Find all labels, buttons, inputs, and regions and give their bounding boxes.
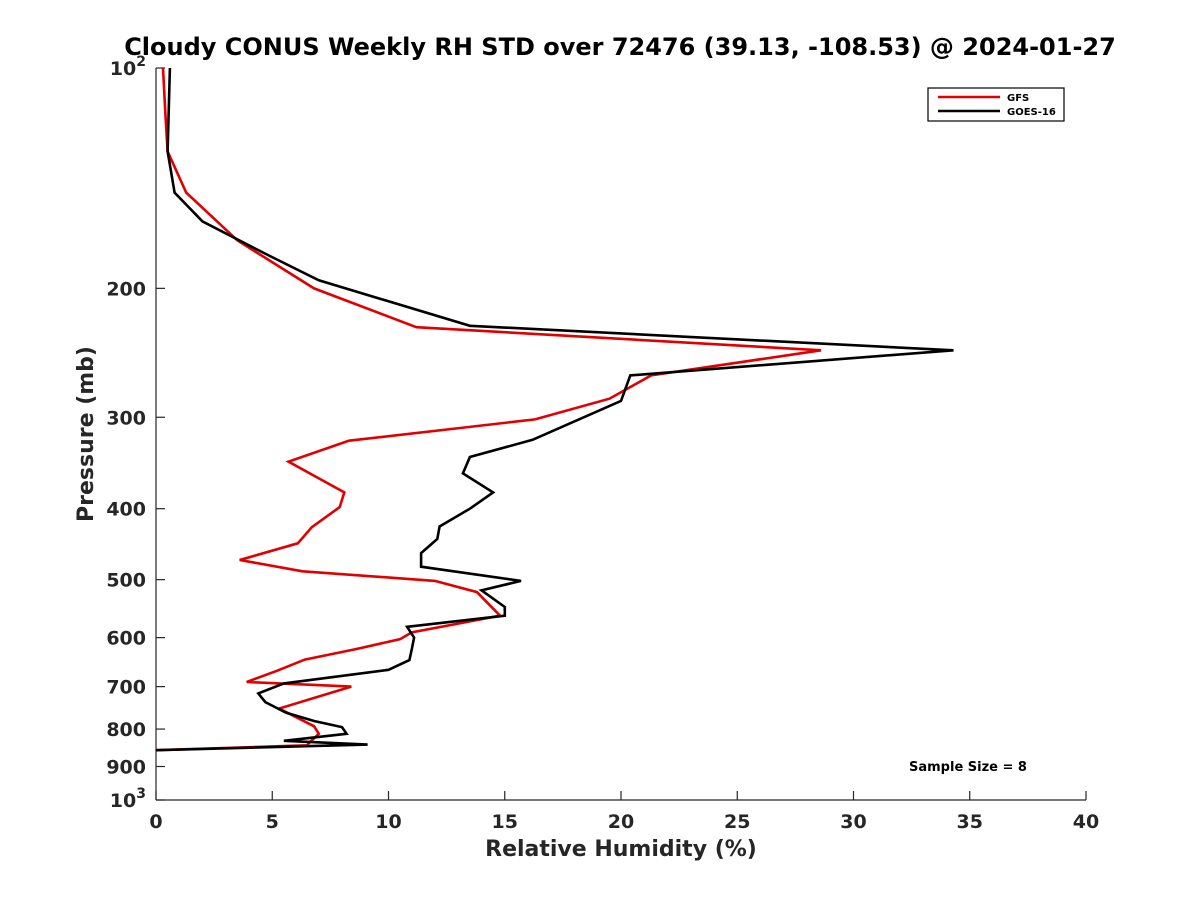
x-tick-label: 5	[266, 811, 279, 833]
y-tick-label: 400	[106, 499, 146, 521]
legend-entries: GFS GOES-16	[938, 93, 1056, 118]
chart-title: Cloudy CONUS Weekly RH STD over 72476 (3…	[124, 33, 1116, 61]
y-tick-label: 103	[110, 786, 146, 812]
y-tick-label-base: 10	[110, 58, 136, 80]
y-tick-label: 102	[110, 54, 146, 80]
y-tick-label: 700	[106, 677, 146, 699]
y-tick-label: 300	[106, 407, 146, 429]
y-tick-label-exponent: 3	[136, 786, 146, 802]
x-tick-label: 25	[724, 811, 750, 833]
series-line-gfs	[155, 67, 822, 752]
series-lines	[155, 67, 954, 752]
series-line-goes-16	[155, 67, 954, 752]
plot-area: 0 5 10 15 20 25 30 35 40 10220030040050060070080…	[106, 54, 1099, 833]
x-tick-label: 15	[492, 811, 518, 833]
x-axis-label: Relative Humidity (%)	[485, 837, 757, 862]
x-tick-label: 35	[957, 811, 983, 833]
y-tick-label-exponent: 2	[136, 54, 146, 70]
x-tick-label: 0	[149, 811, 162, 833]
y-tick-label-base: 10	[110, 790, 136, 812]
y-tick-label: 800	[106, 719, 146, 741]
y-tick-label: 200	[106, 278, 146, 300]
x-tick-label: 10	[375, 811, 401, 833]
x-tick-label: 20	[608, 811, 634, 833]
y-axis-label: Pressure (mb)	[74, 346, 99, 522]
y-tick-label: 900	[106, 757, 146, 779]
x-tick-label: 30	[840, 811, 866, 833]
legend-label-gfs: GFS	[1007, 93, 1029, 104]
sample-size-annotation: Sample Size = 8	[909, 760, 1027, 775]
y-tick-label: 500	[106, 570, 146, 592]
legend-box	[927, 87, 1065, 122]
legend: GFS GOES-16	[927, 87, 1065, 122]
x-tick-label: 40	[1073, 811, 1099, 833]
x-ticks: 0 5 10 15 20 25 30 35 40	[149, 791, 1099, 833]
legend-label-goes-16: GOES-16	[1007, 107, 1056, 118]
y-tick-label: 600	[106, 628, 146, 650]
